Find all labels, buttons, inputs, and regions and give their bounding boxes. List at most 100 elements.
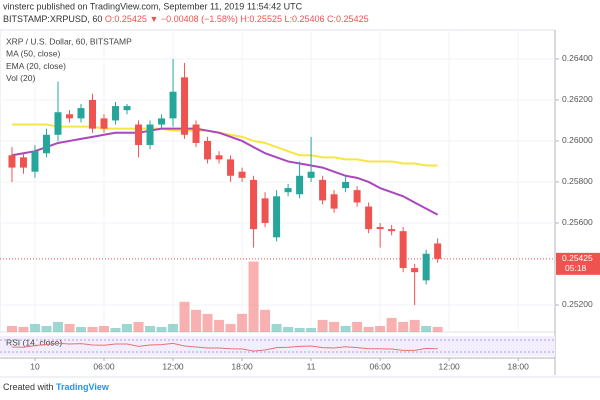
grid — [0, 30, 555, 330]
candle-body — [273, 196, 281, 238]
countdown-label: 05:18 — [565, 263, 587, 273]
candle-body — [112, 106, 120, 121]
volume-bar — [421, 325, 432, 332]
volume-bar — [87, 326, 98, 332]
volume-bar — [225, 323, 236, 332]
volume-bar — [398, 321, 409, 332]
candle-body — [31, 151, 39, 172]
volume-bar — [179, 301, 190, 332]
candle-body — [296, 175, 304, 195]
candle-body — [181, 77, 189, 135]
volume-bar — [145, 325, 156, 332]
x-tick-label: 06:00 — [93, 361, 115, 371]
candle-body — [342, 181, 350, 189]
candle-body — [261, 198, 269, 223]
volume-bar — [64, 323, 75, 332]
legend-entry: EMA (20, close) — [6, 61, 66, 71]
candle-body — [411, 268, 419, 273]
volume-bar — [340, 325, 351, 332]
legend-entry: Vol (20) — [6, 73, 35, 83]
rsi-pane — [0, 336, 555, 356]
rsi-label: RSI (14, close) — [6, 337, 62, 347]
candle-body — [319, 179, 327, 201]
candle-body — [42, 134, 50, 154]
ema-line — [11, 127, 439, 216]
candle-body — [238, 171, 246, 178]
volume-bar — [99, 325, 110, 332]
open: O:0.25425 — [105, 14, 147, 24]
rsi-line — [11, 342, 438, 352]
candle-body — [204, 140, 212, 160]
volume-bar — [75, 326, 86, 332]
published-line: vinsterc published on TradingView.com, S… — [3, 1, 303, 11]
last-price-label: 0.25425 — [562, 253, 593, 263]
candle-body — [158, 118, 166, 125]
volume-bar — [52, 321, 63, 332]
volume-bar — [122, 323, 133, 332]
candle-body — [227, 159, 235, 176]
candle-body — [54, 112, 62, 135]
x-tick-label: 06:00 — [369, 361, 391, 371]
volume-bar — [6, 325, 17, 332]
low: L:0.25406 — [284, 14, 324, 24]
volume-bar — [375, 325, 386, 332]
last-price-box — [556, 252, 600, 275]
volume-bar — [191, 309, 202, 332]
ohlc-line: BITSTAMP:XRPUSD, 60 O:0.25425 ▼ −0.00408… — [3, 14, 369, 24]
candle-body — [8, 155, 16, 168]
x-tick-label: 12:00 — [439, 361, 461, 371]
volume-bar — [133, 321, 144, 332]
y-tick-label: 0.26400 — [562, 53, 593, 63]
candle-body — [77, 108, 85, 119]
candle-body — [330, 194, 338, 209]
y-tick-label: 0.26000 — [562, 135, 593, 145]
volume-bar — [363, 326, 374, 332]
candle-body — [89, 99, 96, 129]
volume-bar — [409, 319, 420, 332]
change: ▼ −0.00408 (−1.58%) — [149, 14, 237, 24]
volume-bar — [214, 319, 225, 332]
footer-brand: TradingView — [56, 382, 110, 392]
high: H:0.25525 — [240, 14, 282, 24]
volume-bar — [294, 327, 305, 332]
volume-bar — [110, 327, 121, 332]
volume-bar — [260, 309, 271, 332]
legend-entry: XRP / U.S. Dollar, 60, BITSTAMP — [6, 36, 132, 46]
candle-body — [169, 91, 177, 119]
volume-bar — [41, 325, 52, 332]
candle-body — [65, 114, 73, 119]
legend-entry: MA (50, close) — [6, 49, 60, 59]
y-tick-label: 0.25800 — [562, 176, 593, 186]
volume-bar — [352, 321, 363, 332]
candle-body — [100, 118, 108, 129]
candle-body — [135, 124, 143, 146]
x-tick-label: 12:00 — [162, 361, 184, 371]
candle-body — [399, 231, 407, 269]
candle-body — [376, 227, 384, 230]
candle-body — [19, 157, 27, 168]
volume-bar — [156, 326, 167, 332]
volume-bar — [29, 323, 40, 332]
x-tick-label: 18:00 — [231, 361, 253, 371]
volume-bar — [271, 323, 282, 332]
candle-body — [284, 188, 292, 193]
volume-bar — [248, 261, 259, 332]
x-tick-label: 10 — [30, 361, 40, 371]
candle-body — [123, 106, 131, 111]
volume-bar — [18, 326, 29, 332]
symbol: BITSTAMP:XRPUSD, 60 — [3, 14, 102, 24]
candle-body — [250, 179, 258, 230]
volume-bar — [306, 327, 317, 332]
candle-body — [434, 243, 442, 259]
candle-body — [388, 229, 396, 232]
candle-body — [353, 190, 361, 203]
footer: Created with TradingView — [3, 382, 110, 392]
volume-bar — [329, 321, 340, 332]
candle-body — [192, 124, 200, 143]
footer-prefix: Created with — [3, 382, 54, 392]
y-tick-label: 0.25200 — [562, 299, 593, 309]
volume-bar — [432, 326, 443, 332]
candle-body — [365, 206, 373, 230]
